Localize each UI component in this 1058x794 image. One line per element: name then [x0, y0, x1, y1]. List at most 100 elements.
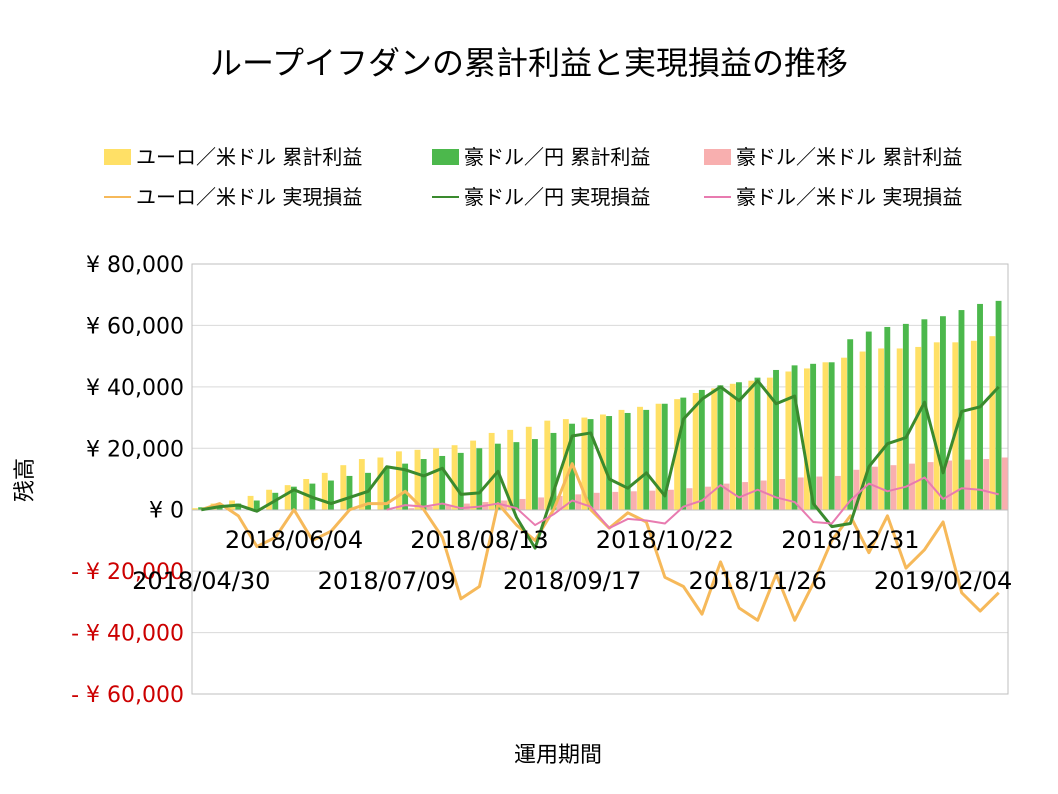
bar-1-24 — [643, 409, 650, 510]
bar-1-23 — [624, 412, 631, 510]
line-series-4 — [201, 379, 1000, 550]
bar-0-34 — [822, 362, 829, 510]
x-axis-title: 運用期間 — [514, 743, 602, 768]
bar-1-11 — [402, 463, 409, 510]
bar-0-14 — [451, 445, 458, 510]
bar-0-19 — [544, 420, 551, 510]
line-series-5 — [386, 476, 999, 530]
bar-1-22 — [606, 416, 613, 510]
y-tick-label: - ¥ 20,000 — [71, 560, 184, 585]
bar-0-41 — [952, 342, 959, 510]
x-tick-label: 2018/09/17 — [503, 567, 641, 595]
legend-label: 豪ドル／米ドル 実現損益 — [736, 185, 962, 209]
bar-2-17 — [519, 498, 526, 510]
bar-1-27 — [698, 389, 705, 510]
bar-1-34 — [828, 362, 835, 510]
bar-2-37 — [890, 465, 897, 510]
bar-0-25 — [655, 403, 662, 510]
bar-2-18 — [538, 497, 545, 510]
x-tick-label: 2018/11/26 — [688, 567, 826, 595]
bar-0-5 — [284, 485, 291, 510]
bar-1-29 — [736, 382, 742, 510]
bar-0-0 — [192, 508, 198, 510]
bar-0-35 — [841, 357, 847, 510]
bar-0-21 — [581, 417, 588, 510]
bar-2-34 — [834, 475, 841, 510]
y-tick-label: ¥ 80,000 — [86, 253, 184, 278]
bar-2-33 — [816, 476, 823, 510]
plot-area-border — [191, 263, 1009, 695]
bar-0-43 — [989, 336, 996, 510]
bar-1-2 — [235, 503, 242, 510]
x-axis-ticks: 2018/04/30 2018/06/04 2018/07/09 2018/08/13… — [132, 526, 1012, 595]
bar-1-30 — [754, 377, 761, 510]
bar-1-43 — [995, 300, 1002, 510]
bar-2-22 — [612, 491, 619, 510]
y-tick-label: - ¥ 60,000 — [71, 683, 184, 708]
legend-label: 豪ドル／米ドル 累計利益 — [736, 145, 962, 169]
bar-1-41 — [958, 310, 965, 510]
bar-2-42 — [983, 459, 990, 510]
legend: ユーロ／米ドル 累計利益 豪ドル／円 累計利益 豪ドル／米ドル 累計利益ユーロ／米ド… — [104, 145, 962, 209]
x-tick-label: 2018/12/31 — [781, 526, 919, 554]
bar-0-36 — [859, 351, 866, 510]
bar-0-20 — [562, 419, 569, 510]
bar-1-33 — [810, 363, 817, 510]
bar-2-11 — [408, 508, 415, 510]
y-tick-label: ¥ 20,000 — [86, 437, 184, 462]
bar-1-12 — [420, 459, 427, 510]
y-tick-label: ¥ 60,000 — [86, 314, 184, 339]
bar-2-40 — [946, 460, 953, 510]
x-tick-label: 2018/10/22 — [596, 526, 734, 554]
bar-2-38 — [909, 463, 915, 510]
x-tick-label: 2018/06/04 — [225, 526, 363, 554]
legend-label: 豪ドル／円 実現損益 — [464, 185, 650, 209]
bar-0-39 — [915, 346, 922, 510]
legend-swatch — [432, 149, 459, 165]
line-series-group — [200, 379, 1000, 622]
bar-2-36 — [872, 466, 878, 510]
bar-1-31 — [773, 369, 779, 510]
legend-label: ユーロ／米ドル 累計利益 — [136, 145, 362, 169]
bar-1-37 — [884, 326, 891, 510]
bar-0-33 — [804, 368, 810, 510]
bar-2-23 — [630, 491, 637, 510]
legend-swatch — [104, 149, 131, 165]
bar-2-12 — [426, 506, 433, 510]
bar-2-30 — [760, 480, 767, 510]
bar-2-43 — [1001, 457, 1008, 510]
y-tick-label: - ¥ 40,000 — [71, 622, 184, 647]
bar-0-13 — [433, 448, 439, 510]
bar-0-10 — [377, 457, 384, 510]
bar-0-11 — [396, 451, 402, 510]
bar-2-35 — [853, 469, 860, 510]
legend-label: ユーロ／米ドル 実現損益 — [136, 185, 362, 209]
bar-2-25 — [668, 489, 674, 510]
bar-0-12 — [414, 449, 421, 510]
bar-0-28 — [711, 388, 718, 510]
bar-1-40 — [940, 316, 946, 510]
bar-0-29 — [729, 383, 736, 510]
bar-1-17 — [513, 442, 520, 510]
x-tick-label: 2019/02/04 — [874, 567, 1012, 595]
bar-1-26 — [680, 397, 687, 510]
y-axis-title: 残高 — [13, 458, 38, 502]
bar-0-38 — [896, 348, 903, 510]
bar-1-5 — [290, 486, 297, 510]
x-tick-label: 2018/04/30 — [132, 567, 270, 595]
y-tick-label: ¥ 0 — [149, 499, 184, 524]
bar-2-28 — [723, 483, 730, 510]
bar-series-group — [192, 300, 1008, 510]
bar-1-39 — [921, 319, 928, 510]
bar-0-3 — [247, 495, 254, 510]
bar-1-3 — [253, 500, 260, 510]
bar-2-32 — [797, 477, 804, 510]
bar-2-13 — [445, 505, 452, 510]
bar-0-42 — [970, 340, 977, 510]
bar-2-19 — [556, 495, 563, 510]
legend-swatch — [704, 149, 731, 165]
bar-1-13 — [439, 455, 446, 510]
bar-0-15 — [470, 440, 477, 510]
bar-0-9 — [358, 459, 365, 510]
bar-1-16 — [494, 443, 501, 510]
